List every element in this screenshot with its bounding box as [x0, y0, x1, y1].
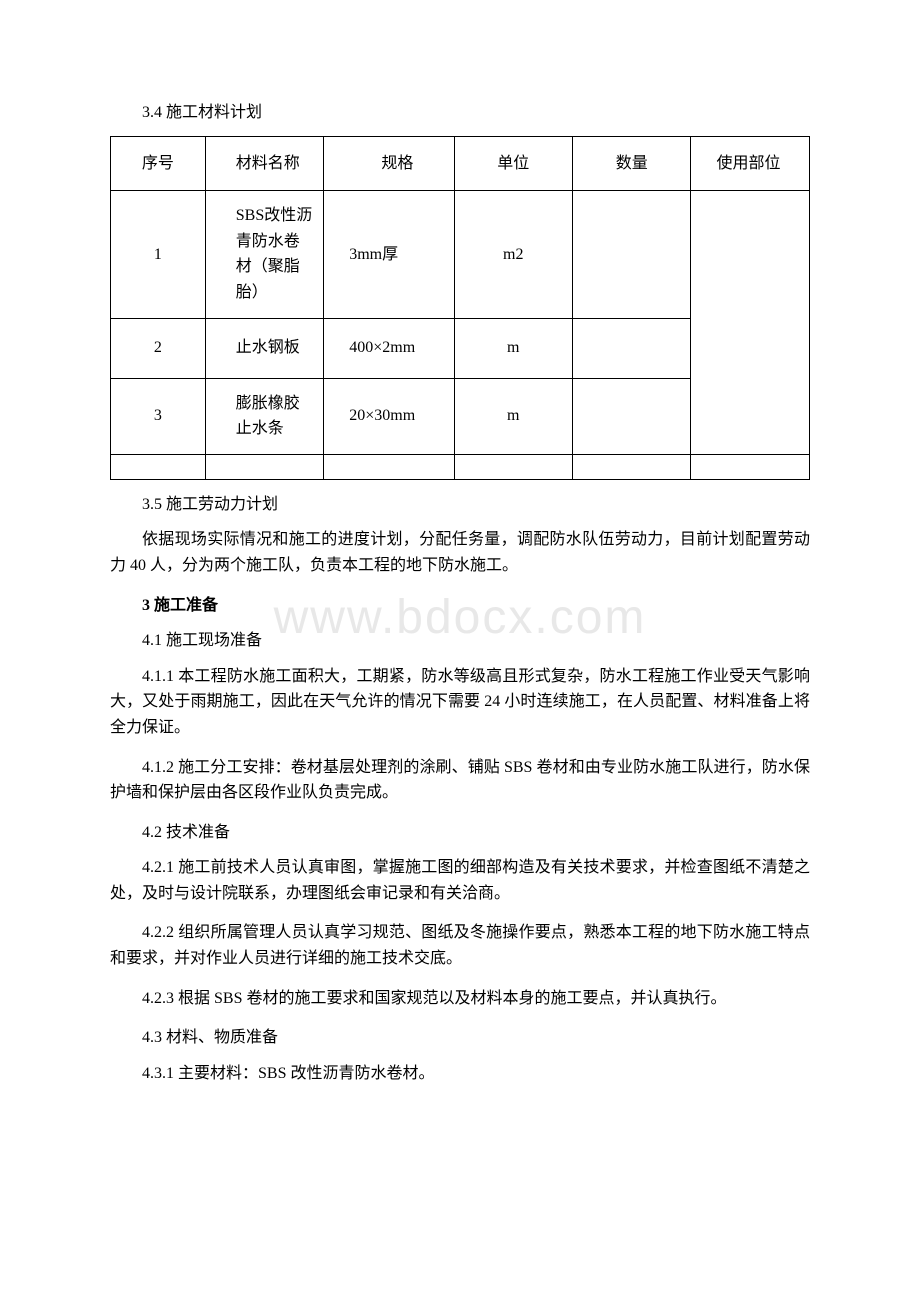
cell-spec — [324, 454, 454, 479]
cell-spec: 20×30mm — [324, 378, 454, 454]
materials-table: 序号 材料名称 规格 单位 数量 使用部位 1 SBS改性沥青防水卷材（聚脂胎）… — [110, 136, 810, 480]
cell-pos — [691, 191, 810, 455]
table-row: 1 SBS改性沥青防水卷材（聚脂胎） 3mm厚 m2 — [111, 191, 810, 318]
cell-unit: m2 — [454, 191, 572, 318]
cell-name: 止水钢板 — [205, 318, 323, 378]
cell-seq: 2 — [111, 318, 206, 378]
section-4-2-2-para: 4.2.2 组织所属管理人员认真学习规范、图纸及冬施操作要点，熟悉本工程的地下防… — [110, 920, 810, 971]
th-spec: 规格 — [324, 136, 454, 191]
cell-qty — [573, 454, 691, 479]
section-3-title: 3 施工准备 — [110, 593, 810, 619]
cell-pos — [691, 454, 810, 479]
section-4-2-3-para: 4.2.3 根据 SBS 卷材的施工要求和国家规范以及材料本身的施工要点，并认真… — [110, 986, 810, 1012]
th-pos: 使用部位 — [691, 136, 810, 191]
section-4-3-1-para: 4.3.1 主要材料：SBS 改性沥青防水卷材。 — [110, 1061, 810, 1087]
cell-seq — [111, 454, 206, 479]
section-4-2-title: 4.2 技术准备 — [110, 820, 810, 846]
section-4-1-1-para: 4.1.1 本工程防水施工面积大，工期紧，防水等级高且形式复杂，防水工程施工作业… — [110, 664, 810, 741]
cell-seq: 1 — [111, 191, 206, 318]
cell-name — [205, 454, 323, 479]
section-4-2-1-para: 4.2.1 施工前技术人员认真审图，掌握施工图的细部构造及有关技术要求，并检查图… — [110, 855, 810, 906]
th-seq: 序号 — [111, 136, 206, 191]
th-unit: 单位 — [454, 136, 572, 191]
th-qty: 数量 — [573, 136, 691, 191]
th-name: 材料名称 — [205, 136, 323, 191]
document-content: 3.4 施工材料计划 序号 材料名称 规格 单位 数量 使用部位 1 SBS改性… — [110, 100, 810, 1086]
section-4-3-title: 4.3 材料、物质准备 — [110, 1025, 810, 1051]
section-4-1-2-para: 4.1.2 施工分工安排：卷材基层处理剂的涂刷、铺贴 SBS 卷材和由专业防水施… — [110, 755, 810, 806]
table-header-row: 序号 材料名称 规格 单位 数量 使用部位 — [111, 136, 810, 191]
section-4-1-title: 4.1 施工现场准备 — [110, 628, 810, 654]
table-row — [111, 454, 810, 479]
cell-unit: m — [454, 378, 572, 454]
cell-unit — [454, 454, 572, 479]
cell-spec: 400×2mm — [324, 318, 454, 378]
cell-qty — [573, 191, 691, 318]
cell-seq: 3 — [111, 378, 206, 454]
cell-name: SBS改性沥青防水卷材（聚脂胎） — [205, 191, 323, 318]
cell-qty — [573, 318, 691, 378]
cell-name: 膨胀橡胶止水条 — [205, 378, 323, 454]
section-3-5-para: 依据现场实际情况和施工的进度计划，分配任务量，调配防水队伍劳动力，目前计划配置劳… — [110, 527, 810, 578]
section-3-4-title: 3.4 施工材料计划 — [110, 100, 810, 126]
section-3-5-title: 3.5 施工劳动力计划 — [110, 492, 810, 518]
cell-qty — [573, 378, 691, 454]
cell-unit: m — [454, 318, 572, 378]
cell-spec: 3mm厚 — [324, 191, 454, 318]
